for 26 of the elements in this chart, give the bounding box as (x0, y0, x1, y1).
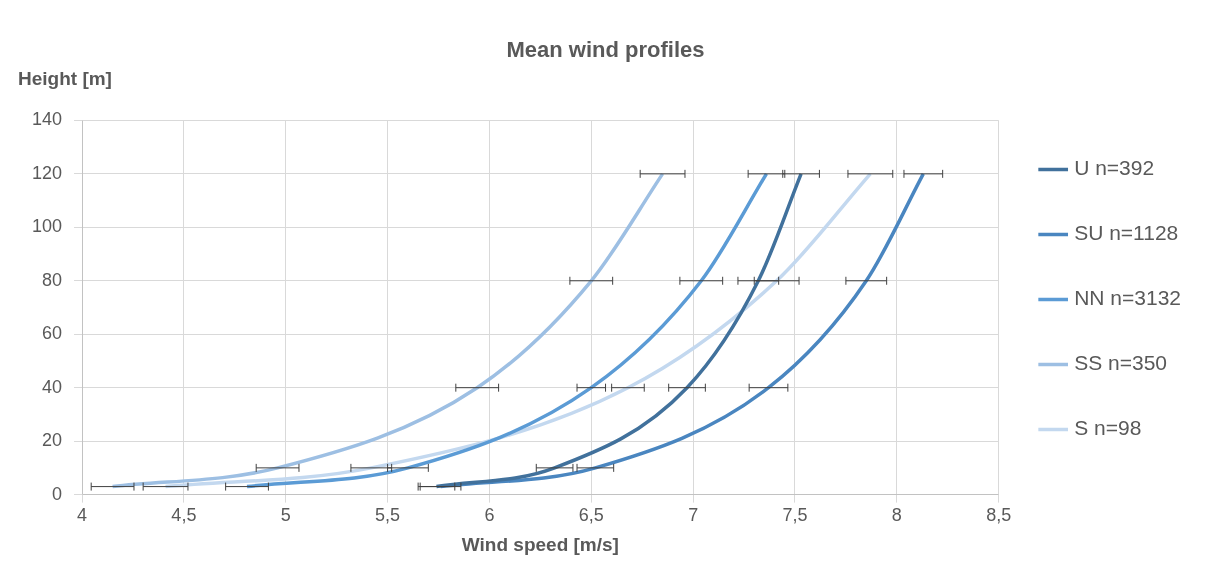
legend-label: SU n=1128 (1074, 221, 1179, 245)
y-tick-label: 60 (42, 323, 63, 344)
legend-label: SS n=350 (1074, 351, 1168, 375)
chart-title: Mean wind profiles (506, 37, 705, 63)
x-tick-label: 4,5 (171, 505, 197, 526)
x-tick-label: 4 (77, 505, 88, 526)
y-tick-label: 120 (31, 162, 63, 183)
y-tick-label: 140 (31, 109, 63, 130)
x-axis-title: Wind speed [m/s] (461, 533, 619, 555)
x-tick-label: 7,5 (782, 505, 808, 526)
y-tick-label: 20 (42, 430, 63, 451)
y-tick-label: 0 (52, 483, 63, 504)
x-tick-label: 6 (484, 505, 495, 526)
y-tick-label: 100 (31, 216, 63, 237)
x-tick-label: 8 (891, 505, 902, 526)
x-tick-label: 7 (688, 505, 699, 526)
y-axis-title: Height [m] (18, 68, 112, 90)
y-tick-label: 80 (42, 269, 63, 290)
legend-label: NN n=3132 (1074, 286, 1181, 310)
x-tick-label: 5 (280, 505, 291, 526)
legend-label: U n=392 (1074, 156, 1155, 180)
x-tick-label: 5,5 (375, 505, 401, 526)
x-tick-label: 8,5 (986, 505, 1012, 526)
y-tick-label: 40 (42, 376, 63, 397)
x-tick-label: 6,5 (578, 505, 604, 526)
legend-label: S n=98 (1074, 416, 1142, 440)
